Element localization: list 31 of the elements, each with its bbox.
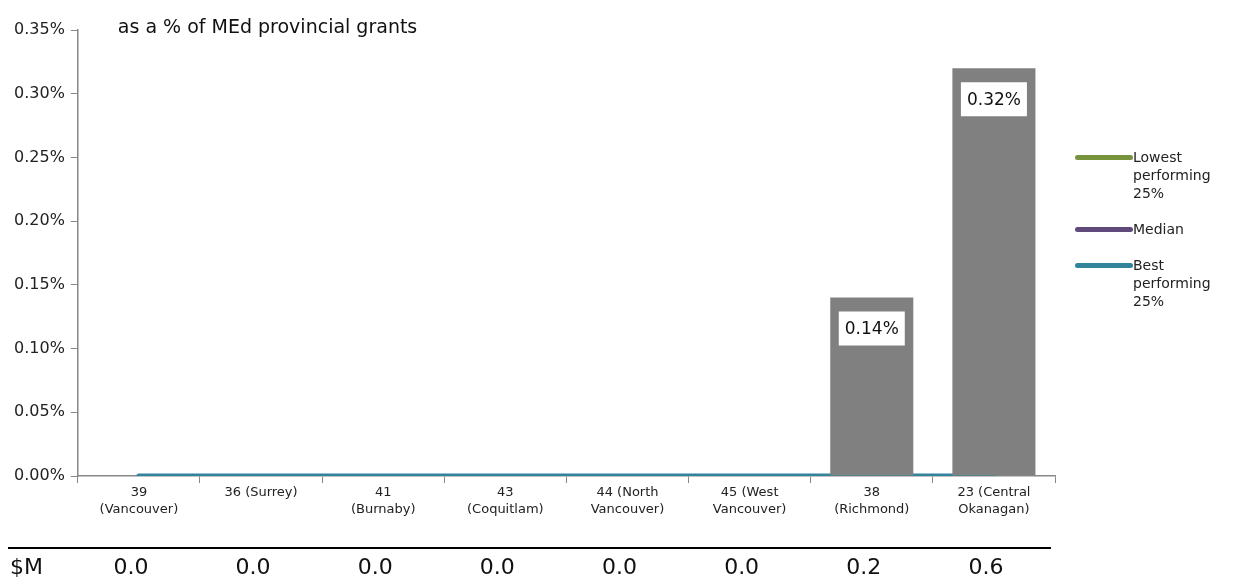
chart-title: as a % of MEd provincial grants: [117, 14, 418, 37]
data-label: 0.32%: [966, 88, 1021, 109]
text: 0.2: [846, 553, 882, 579]
text: $M: [10, 553, 43, 579]
x-tick-label: 45 (West Vancouver): [712, 483, 787, 516]
y-tick-label: 0.10%: [14, 337, 65, 357]
x-tick-label: 41 (Burnaby): [350, 483, 416, 516]
text: 0.6: [968, 553, 1004, 579]
x-tick-label: 23 (Central Okanagan): [957, 483, 1031, 516]
text: 0.0: [479, 553, 515, 579]
y-tick-label: 0.35%: [14, 19, 65, 39]
y-tick-label: 0.15%: [14, 274, 65, 294]
x-tick-label: 39 (Vancouver): [99, 483, 179, 516]
text: 0.0: [601, 553, 637, 579]
legend-label: Lowest performing 25%: [1133, 148, 1212, 202]
y-tick-label: 0.05%: [14, 401, 65, 421]
x-tick-label: 38 (Richmond): [834, 483, 910, 516]
x-tick-label: 44 (North Vancouver): [590, 483, 665, 516]
legend-label: Median: [1133, 220, 1185, 238]
text: 0.0: [235, 553, 271, 579]
text: 0.0: [724, 553, 760, 579]
x-tick-label: 43 (Coquitlam): [467, 483, 544, 516]
y-tick-label: 0.30%: [14, 82, 65, 102]
text: 0.0: [113, 553, 149, 579]
y-tick-label: 0.25%: [14, 146, 65, 166]
legend-label: Best performing 25%: [1133, 256, 1212, 310]
y-tick-label: 0.20%: [14, 210, 65, 230]
text: 0.0: [357, 553, 393, 579]
data-label: 0.14%: [844, 318, 899, 339]
y-tick-label: 0.00%: [14, 465, 65, 485]
x-tick-label: 36 (Surrey): [224, 483, 298, 499]
